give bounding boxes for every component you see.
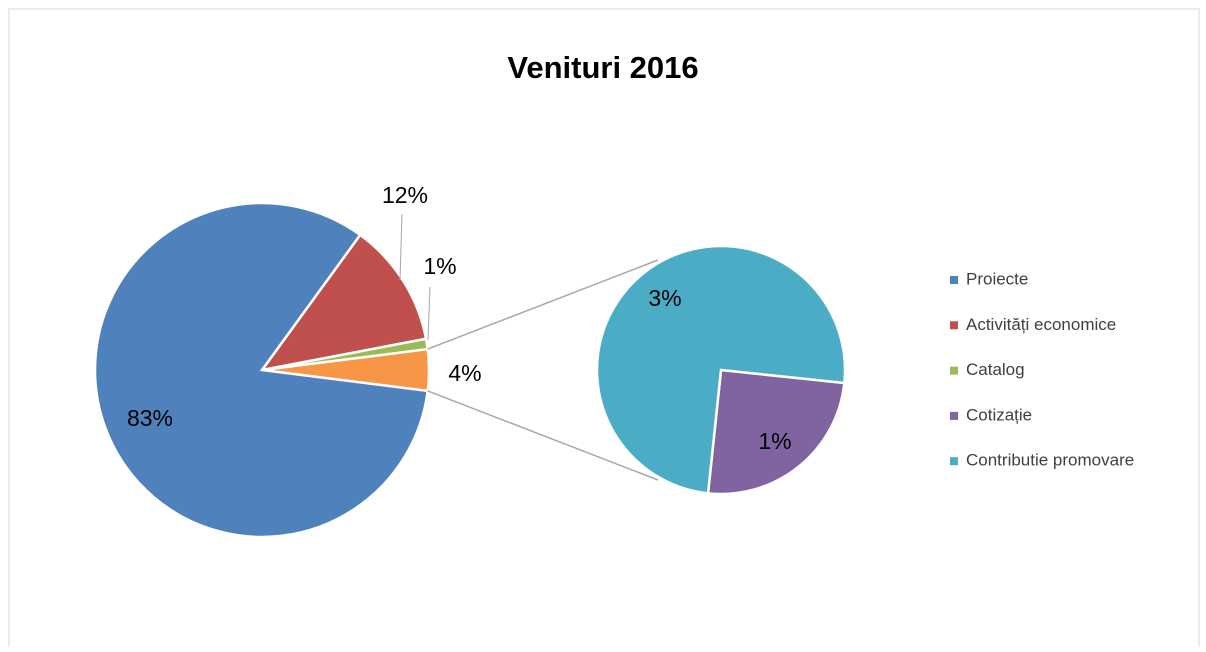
data-label: 3% [648, 285, 681, 311]
leader-line [399, 213, 403, 281]
connector-line [427, 390, 659, 481]
legend-label: Catalog [966, 360, 1025, 379]
data-label: 1% [758, 428, 791, 454]
legend-label: Activități economice [966, 315, 1116, 334]
legend-label: Contributie promovare [966, 451, 1134, 470]
legend-swatch [950, 276, 958, 284]
connector-line [427, 259, 659, 350]
data-label: 4% [448, 360, 481, 386]
legend-swatch [950, 457, 958, 466]
pie-slice [595, 244, 847, 495]
data-label: 12% [382, 182, 428, 208]
leader-line [427, 286, 431, 341]
data-label: 1% [423, 253, 456, 279]
legend-label: Cotizație [966, 405, 1032, 424]
legend-label: Proiecte [966, 269, 1028, 288]
pie-slice [259, 233, 428, 372]
data-label: 83% [127, 405, 173, 431]
chart-title: Venituri 2016 [507, 50, 698, 85]
pie-slice [93, 201, 430, 539]
legend-swatch [950, 321, 958, 330]
legend-swatch [950, 411, 958, 420]
legend-swatch [950, 366, 958, 375]
pie-slice [706, 368, 846, 496]
